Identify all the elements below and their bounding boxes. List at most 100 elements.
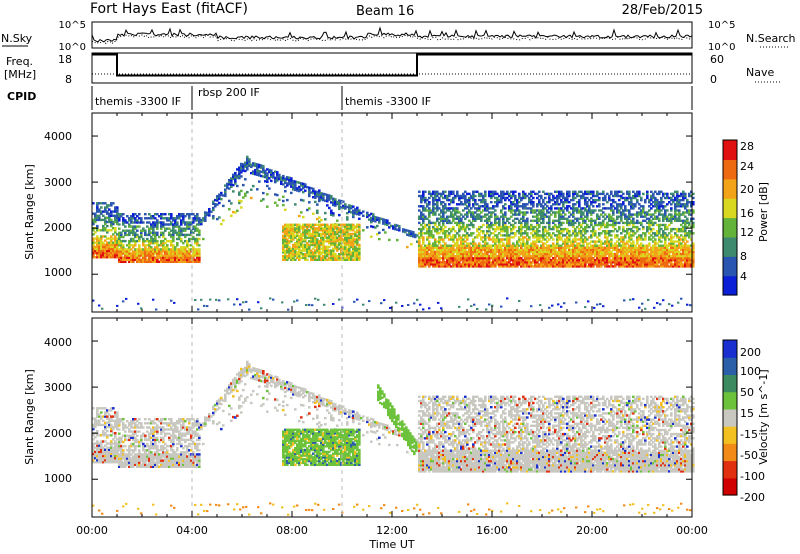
power-cell bbox=[572, 265, 575, 268]
power-cell bbox=[150, 239, 153, 243]
power-cell bbox=[548, 196, 551, 200]
power-cell bbox=[650, 215, 653, 218]
power-cell bbox=[466, 252, 469, 256]
power-cell bbox=[512, 236, 515, 239]
power-cell bbox=[434, 265, 437, 268]
power-cell bbox=[134, 248, 137, 251]
power-cell bbox=[542, 244, 545, 247]
power-cell bbox=[418, 238, 421, 241]
power-cell bbox=[186, 260, 189, 263]
power-cell bbox=[426, 209, 429, 212]
power-cell bbox=[444, 225, 447, 229]
power-cell bbox=[670, 207, 673, 210]
power-cell bbox=[578, 242, 581, 245]
power-cell bbox=[520, 230, 523, 233]
power-cell bbox=[166, 260, 169, 263]
power-cell bbox=[532, 259, 535, 262]
power-cell bbox=[650, 265, 653, 268]
power-cell bbox=[460, 225, 463, 229]
power-cell bbox=[556, 238, 559, 241]
power-cell bbox=[628, 236, 631, 239]
power-cell bbox=[484, 246, 487, 249]
power-cell bbox=[518, 201, 521, 204]
power-cell bbox=[558, 192, 561, 196]
power-cell bbox=[636, 238, 639, 241]
power-cell bbox=[622, 203, 625, 206]
power-cell bbox=[138, 221, 141, 224]
power-cell bbox=[494, 227, 497, 231]
power-cell bbox=[628, 238, 631, 241]
power-cell bbox=[526, 263, 529, 266]
power-cell bbox=[488, 261, 491, 264]
power-cell bbox=[178, 225, 181, 228]
power-cell bbox=[336, 202, 339, 206]
power-cell bbox=[172, 237, 175, 241]
power-cell bbox=[608, 254, 611, 258]
power-cell bbox=[578, 250, 581, 254]
power-cell bbox=[230, 183, 233, 186]
power-cell bbox=[440, 194, 443, 198]
power-cell bbox=[654, 215, 657, 218]
power-cell bbox=[470, 223, 473, 227]
power-cell bbox=[502, 225, 505, 229]
power-cell bbox=[552, 238, 555, 241]
power-cell bbox=[146, 237, 149, 241]
power-cell bbox=[610, 230, 613, 233]
power-data bbox=[92, 155, 695, 311]
power-cell bbox=[534, 244, 537, 247]
power-cell bbox=[266, 174, 269, 177]
power-cell bbox=[596, 240, 599, 243]
power-cell bbox=[560, 221, 563, 225]
power-cell bbox=[138, 235, 141, 239]
power-cell bbox=[102, 229, 105, 232]
power-cell bbox=[176, 260, 179, 263]
power-cell bbox=[510, 244, 513, 247]
power-cell bbox=[344, 203, 347, 206]
power-cell bbox=[452, 248, 455, 252]
power-cell bbox=[472, 261, 475, 264]
power-cell bbox=[636, 221, 639, 225]
power-cell bbox=[434, 192, 437, 196]
power-cell bbox=[604, 265, 607, 268]
power-cell bbox=[630, 213, 633, 216]
power-cell bbox=[630, 201, 633, 204]
power-cell bbox=[472, 190, 475, 193]
power-cell bbox=[522, 213, 525, 216]
power-cell bbox=[116, 239, 119, 242]
power-cell bbox=[100, 239, 103, 242]
power-cell bbox=[546, 244, 549, 247]
noise-left-tick-bottom: 10^0 bbox=[59, 42, 86, 53]
power-cell bbox=[448, 238, 451, 241]
power-cell bbox=[506, 196, 509, 200]
power-cell bbox=[438, 259, 441, 262]
power-cell bbox=[618, 205, 621, 208]
power-cell bbox=[632, 232, 635, 235]
power-cell bbox=[362, 214, 365, 217]
power-cell bbox=[578, 211, 581, 214]
power-cell bbox=[688, 259, 691, 262]
power-cell bbox=[534, 263, 537, 266]
power-cell bbox=[490, 221, 493, 225]
power-cell bbox=[568, 257, 571, 260]
power-cell bbox=[116, 249, 119, 253]
power-cell bbox=[118, 252, 121, 255]
power-cell bbox=[586, 242, 589, 245]
power-cell bbox=[192, 235, 195, 239]
power-cell bbox=[286, 258, 289, 261]
power-cell bbox=[382, 222, 385, 225]
power-cell bbox=[446, 250, 449, 254]
power-cell bbox=[268, 168, 271, 172]
power-cell bbox=[518, 196, 521, 200]
power-cell bbox=[248, 160, 251, 163]
power-cell bbox=[524, 196, 527, 200]
power-cell bbox=[608, 250, 611, 254]
power-cell bbox=[116, 210, 119, 213]
power-cell bbox=[598, 209, 601, 212]
power-cell bbox=[444, 257, 447, 260]
power-cell bbox=[622, 248, 625, 252]
power-cell bbox=[230, 181, 233, 184]
power-cell bbox=[604, 242, 607, 245]
power-cell bbox=[132, 258, 135, 261]
power-cell bbox=[268, 170, 271, 174]
power-cell bbox=[430, 252, 433, 256]
